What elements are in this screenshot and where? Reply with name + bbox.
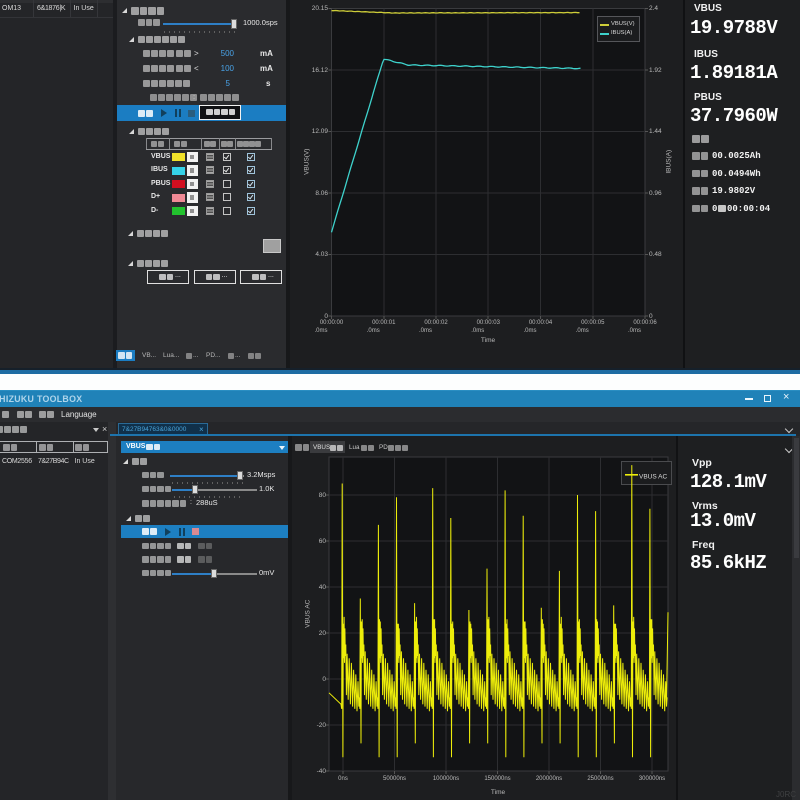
svg-text:VBUS AC: VBUS AC <box>639 474 667 481</box>
